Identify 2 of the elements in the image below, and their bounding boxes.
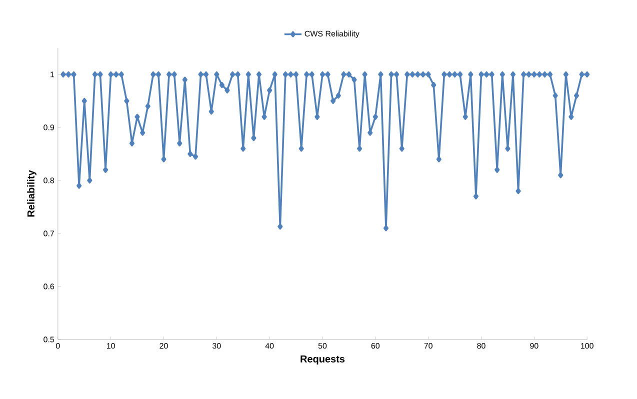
x-axis-title: Requests — [300, 355, 345, 364]
y-axis-title: Reliability — [27, 170, 36, 216]
